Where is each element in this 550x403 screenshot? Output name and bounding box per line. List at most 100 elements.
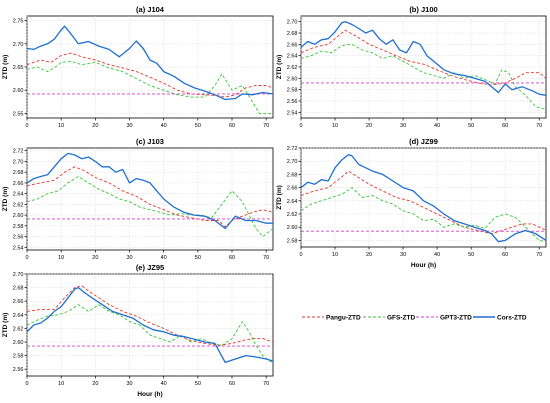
x-tick-label: 50 [468, 123, 474, 129]
panel-title: (d) JZ99 [409, 137, 438, 146]
x-tick-label: 10 [58, 381, 64, 387]
x-tick-label: 70 [536, 252, 542, 258]
panel-4: 0 10 20 30 40 50 60 70 2.56 2.58 2.60 2.62 2.64 2.66 2… [2, 263, 274, 398]
y-tick-label: 2.56 [13, 235, 24, 241]
y-tick-label: 2.56 [287, 99, 298, 105]
y-tick-label: 2.58 [13, 224, 24, 230]
x-tick-label: 70 [263, 255, 269, 261]
x-tick-label: 60 [229, 255, 235, 261]
y-tick-label: 2.75 [13, 19, 24, 25]
legend-label: Cors-ZTD [497, 314, 527, 321]
x-tick-label: 0 [25, 123, 28, 129]
y-tick-label: 2.62 [13, 202, 24, 208]
x-tick-label: 40 [434, 252, 440, 258]
y-tick-label: 2.56 [13, 367, 24, 373]
x-tick-label: 50 [195, 123, 201, 129]
series-line-gfs-ztd [26, 60, 273, 114]
x-tick-label: 60 [502, 252, 508, 258]
x-tick-label: 30 [400, 252, 406, 258]
x-tick-label: 20 [366, 252, 372, 258]
x-axis-label: Hour (h) [137, 391, 162, 398]
series-line-gfs-ztd [300, 43, 547, 110]
x-tick-label: 60 [229, 381, 235, 387]
y-axis-label: ZTD (m) [2, 187, 9, 212]
x-axis-label: Hour (h) [411, 262, 436, 269]
x-tick-label: 70 [536, 123, 542, 129]
plot-frame [26, 273, 274, 377]
y-tick-label: 2.68 [13, 170, 24, 176]
panel-title: (e) JZ95 [136, 263, 164, 272]
y-tick-label: 2.66 [287, 42, 298, 48]
y-tick-label: 2.58 [287, 238, 298, 244]
x-tick-label: 50 [195, 381, 201, 387]
y-tick-label: 2.54 [13, 245, 24, 251]
x-tick-label: 70 [263, 381, 269, 387]
x-tick-label: 20 [92, 381, 98, 387]
y-tick-label: 2.66 [287, 186, 298, 192]
x-tick-label: 30 [126, 381, 132, 387]
x-tick-label: 40 [434, 123, 440, 129]
series-line-cors-ztd [26, 25, 274, 101]
x-tick-label: 10 [332, 123, 338, 129]
y-tick-label: 2.60 [13, 340, 24, 346]
y-tick-label: 2.58 [13, 354, 24, 360]
y-tick-label: 2.60 [287, 76, 298, 82]
x-tick-label: 10 [332, 252, 338, 258]
y-tick-label: 2.64 [287, 54, 298, 60]
y-tick-label: 2.64 [13, 313, 24, 319]
y-tick-label: 2.60 [13, 88, 24, 94]
series-line-pangu-ztd [26, 52, 274, 98]
x-tick-label: 50 [468, 252, 474, 258]
legend-label: Pangu-ZTD [326, 314, 361, 321]
x-tick-label: 40 [161, 123, 167, 129]
y-tick-label: 2.62 [287, 212, 298, 218]
x-tick-label: 50 [195, 255, 201, 261]
y-tick-label: 2.64 [287, 199, 298, 205]
x-tick-label: 0 [25, 381, 28, 387]
y-tick-label: 2.60 [287, 225, 298, 231]
y-axis-label: ZTD (m) [276, 185, 283, 210]
y-tick-label: 2.66 [13, 181, 24, 187]
y-tick-label: 2.68 [287, 31, 298, 37]
x-tick-label: 60 [502, 123, 508, 129]
y-axis-label: ZTD (m) [2, 313, 9, 338]
y-tick-label: 2.62 [13, 326, 24, 332]
series-line-cors-ztd [26, 286, 274, 364]
legend-label: GFS-ZTD [387, 314, 415, 321]
x-tick-label: 0 [299, 252, 302, 258]
y-tick-label: 2.66 [13, 299, 24, 305]
y-tick-label: 2.55 [13, 111, 24, 117]
y-tick-label: 2.58 [287, 88, 298, 94]
x-tick-label: 10 [58, 255, 64, 261]
y-tick-label: 2.68 [13, 286, 24, 292]
y-tick-label: 2.70 [287, 20, 298, 26]
series-line-pangu-ztd [300, 29, 547, 86]
series-line-cors-ztd [300, 153, 547, 243]
x-tick-label: 30 [400, 123, 406, 129]
x-tick-label: 30 [126, 123, 132, 129]
y-tick-label: 2.72 [287, 146, 298, 152]
x-tick-label: 20 [92, 255, 98, 261]
series-line-pangu-ztd [300, 170, 547, 235]
series-line-pangu-ztd [26, 166, 274, 228]
x-tick-label: 0 [25, 255, 28, 261]
series-line-gfs-ztd [300, 187, 547, 243]
y-tick-label: 2.70 [13, 272, 24, 278]
x-tick-label: 20 [92, 123, 98, 129]
legend: Pangu-ZTD GFS-ZTD GPT3-ZTD Cors-ZTD [302, 314, 527, 321]
plot-frame [26, 147, 274, 251]
y-tick-label: 2.65 [13, 65, 24, 71]
x-tick-label: 0 [299, 123, 302, 129]
panel-title: (c) J103 [136, 137, 164, 146]
y-tick-label: 2.68 [287, 172, 298, 178]
series-line-pangu-ztd [26, 285, 274, 346]
legend-label: GPT3-ZTD [440, 314, 472, 321]
y-axis-label: ZTD (m) [276, 55, 283, 80]
y-tick-label: 2.70 [287, 159, 298, 165]
panel-3: 0 10 20 30 40 50 60 70 2.58 2.60 2.62 2.64 2.66 2.68 2… [276, 137, 547, 269]
plot-frame [300, 147, 547, 248]
series-line-gfs-ztd [26, 304, 274, 363]
x-tick-label: 20 [366, 123, 372, 129]
panel-title: (a) J104 [136, 5, 165, 14]
